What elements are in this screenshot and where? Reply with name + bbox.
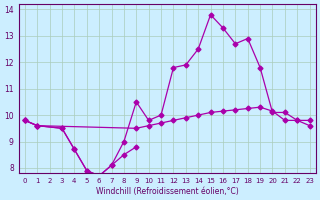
X-axis label: Windchill (Refroidissement éolien,°C): Windchill (Refroidissement éolien,°C)	[96, 187, 239, 196]
